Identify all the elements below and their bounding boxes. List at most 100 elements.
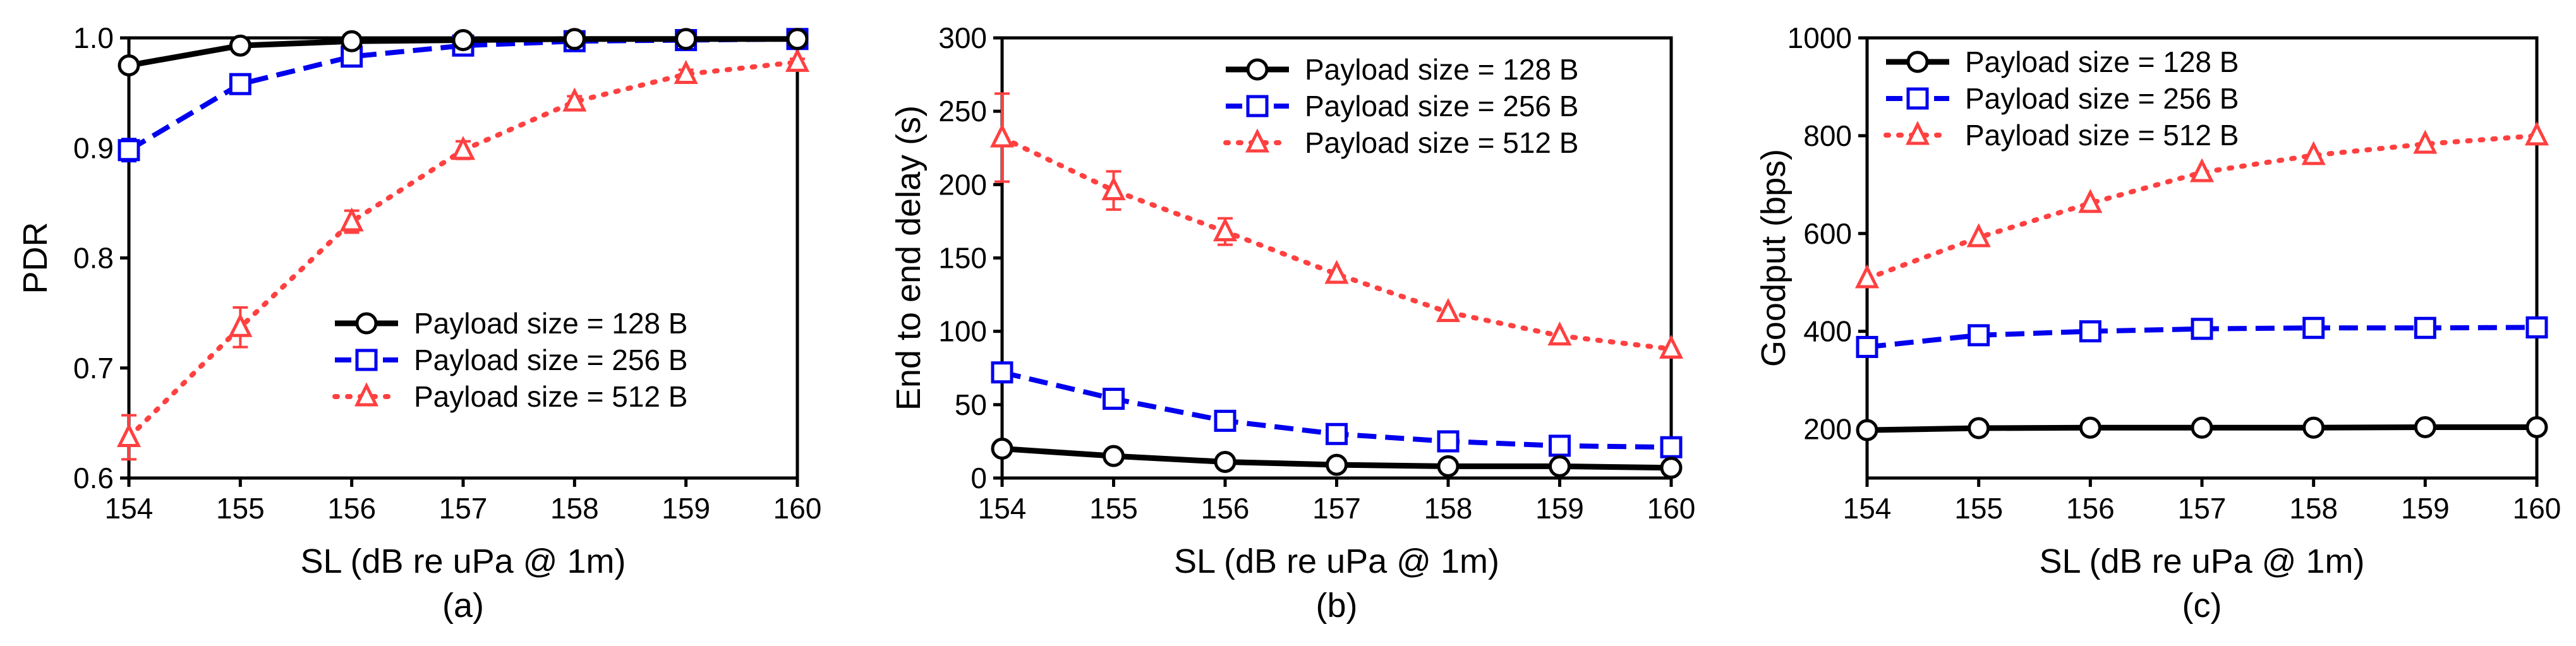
x-tick-label: 154 [978,492,1027,525]
legend-label: Payload size = 512 B [414,380,687,413]
series-1 [1856,416,2548,441]
y-tick-label: 0.6 [73,462,114,494]
y-tick-label: 0.7 [73,352,114,385]
data-point [229,34,251,57]
data-point [2525,316,2548,338]
data-point [1968,324,1990,347]
x-tick-label: 154 [105,492,154,525]
y-tick-label: 50 [955,388,987,421]
series-3 [989,92,1684,359]
data-point [675,28,698,51]
data-point [1856,335,1878,358]
data-point [1437,430,1460,453]
legend-marker [1906,51,1929,73]
data-point [563,28,586,51]
legend-label: Payload size = 256 B [414,344,687,376]
data-point [1212,217,1238,242]
panel-label: (b) [1316,587,1358,625]
y-tick-label: 0.9 [73,131,114,164]
data-point [2302,416,2325,439]
legend-label: Payload size = 512 B [1305,126,1578,159]
series-3 [1854,121,2549,289]
x-tick-label: 160 [2513,492,2561,525]
data-point [229,73,251,95]
data-point [2079,320,2101,343]
legend: Payload size = 128 B Payload size = 256 B… [1884,45,2239,152]
legend-label: Payload size = 128 B [1305,53,1578,86]
x-tick-label: 158 [1424,492,1473,525]
data-point [2525,416,2548,438]
panel-label: (a) [442,587,484,625]
x-tick-label: 157 [2178,492,2227,525]
x-tick-label: 156 [2066,492,2115,525]
series-1 [118,28,809,77]
series-line [1865,133,2539,282]
data-point [2524,121,2549,146]
legend-label: Payload size = 512 B [1965,119,2239,152]
y-tick-label: 100 [938,315,987,348]
x-tick-label: 156 [1201,492,1250,525]
y-tick-label: 0.8 [73,242,114,275]
data-point [1966,223,1991,248]
series-1 [991,438,1683,479]
x-tick-label: 158 [550,492,599,525]
legend-label: Payload size = 128 B [414,307,687,340]
x-tick-label: 156 [327,492,376,525]
data-point [1854,264,1880,289]
x-tick-label: 160 [1647,492,1696,525]
data-point [991,361,1013,384]
y-tick-label: 150 [938,242,987,275]
legend-marker [354,382,379,407]
legend-marker [355,312,378,335]
legend-marker [355,349,378,371]
data-point [1326,453,1348,476]
data-point [1436,297,1461,322]
data-point [1324,260,1349,284]
series-2 [991,361,1683,458]
y-axis-label: Goodput (bps) [1755,149,1793,367]
data-point [118,139,140,162]
legend-marker [1906,87,1929,110]
data-point [1659,334,1684,359]
legend-marker [1245,128,1270,153]
data-point [1103,388,1125,410]
data-point [116,422,142,448]
x-axis-label: SL (dB re uPa @ 1m) [2039,542,2364,580]
x-tick-label: 155 [1954,492,2003,525]
data-point [674,59,698,85]
data-point [989,123,1015,148]
x-tick-label: 157 [1312,492,1361,525]
series-2 [1856,316,2548,358]
data-point [2189,158,2215,182]
data-point [786,28,809,51]
data-point [2414,416,2436,438]
data-point [452,28,475,51]
data-point [2301,141,2326,165]
data-point [1549,455,1571,477]
data-point [339,207,364,232]
data-point [2414,316,2436,339]
data-point [1660,457,1683,479]
legend-marker [1246,58,1269,81]
legend-marker [1905,121,1930,145]
x-tick-label: 155 [216,492,265,525]
legend-label: Payload size = 256 B [1305,90,1578,123]
x-tick-label: 159 [2401,492,2450,525]
data-point [1214,409,1237,432]
data-point [450,136,476,160]
y-axis-label: PDR [16,222,54,294]
x-tick-label: 159 [662,492,710,525]
y-tick-label: 400 [1803,315,1852,348]
data-point [1547,321,1572,346]
data-point [1101,176,1126,201]
legend: Payload size = 128 B Payload size = 256 B… [332,307,687,413]
x-axis-label: SL (dB re uPa @ 1m) [1174,542,1499,580]
x-tick-label: 155 [1089,492,1138,525]
x-tick-label: 154 [1843,492,1892,525]
data-point [1856,419,1878,441]
data-point [1968,417,1990,440]
data-point [1437,455,1460,477]
series-3 [116,47,810,461]
data-point [991,438,1013,460]
